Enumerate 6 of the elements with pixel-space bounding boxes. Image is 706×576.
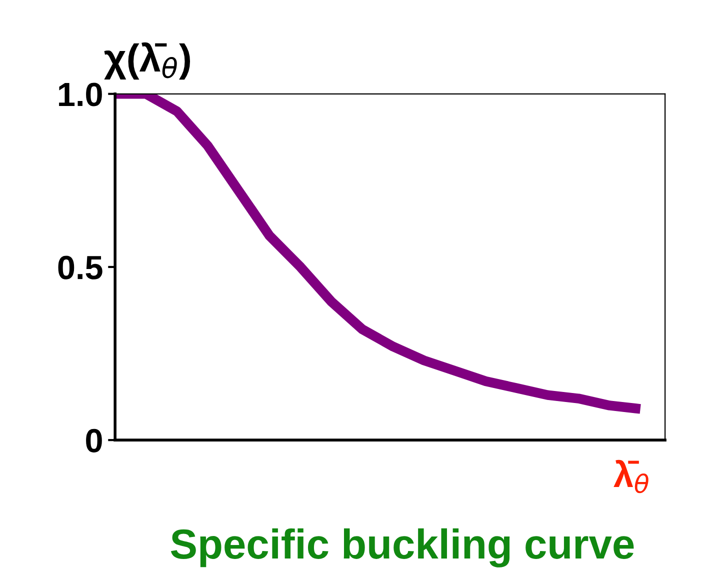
y-tick-label: 0	[86, 428, 102, 452]
y-tick-label: 1.0	[59, 82, 102, 106]
y-axis-title: χ(λ̄$_{θ}$)	[104, 42, 190, 80]
y-tick-label: 0.5	[58, 256, 102, 280]
x-axis-title: λ̄$_{θ}$	[614, 460, 648, 494]
text: Specific buckling curve	[170, 528, 634, 568]
